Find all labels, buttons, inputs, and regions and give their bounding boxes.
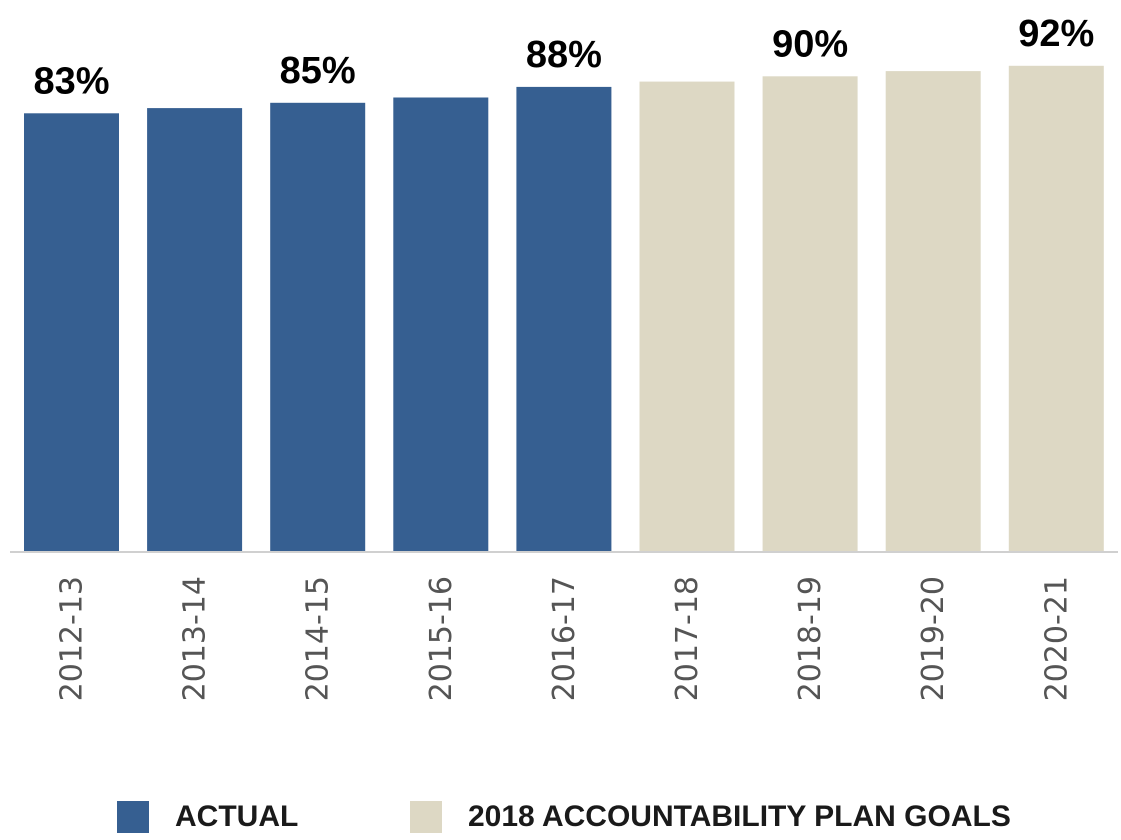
x-tick-labels-group: 2012-13 2013-14 2014-15 2015-16 2016-17 2017-… [55, 576, 1075, 701]
bar-2014-15 [270, 102, 366, 553]
value-labels-group: 83% 85% 88% 90% 92% [33, 13, 1094, 103]
bar-2015-16 [393, 97, 489, 552]
x-tick-2017-18: 2017-18 [670, 576, 705, 701]
x-tick-2012-13: 2012-13 [55, 576, 90, 701]
legend: ACTUAL 2018 ACCOUNTABILITY PLAN GOALS [0, 800, 1121, 840]
legend-item-actual: ACTUAL [117, 800, 298, 834]
data-label-2020-21: 92% [1018, 13, 1094, 55]
legend-swatch-goals [410, 801, 442, 833]
legend-item-goals: 2018 ACCOUNTABILITY PLAN GOALS [410, 800, 1011, 834]
bar-2017-18 [639, 81, 735, 552]
x-tick-2013-14: 2013-14 [178, 576, 213, 701]
x-tick-2019-20: 2019-20 [916, 576, 951, 701]
x-tick-2016-17: 2016-17 [547, 576, 582, 701]
bar-2019-20 [885, 71, 981, 552]
bar-2016-17 [516, 86, 612, 553]
x-tick-2018-19: 2018-19 [793, 576, 828, 701]
bar-2018-19 [762, 76, 858, 553]
data-label-2016-17: 88% [526, 34, 602, 76]
legend-label-goals: 2018 ACCOUNTABILITY PLAN GOALS [468, 800, 1011, 833]
data-label-2014-15: 85% [280, 50, 356, 92]
bar-chart: 83% 85% 88% 90% 92% 2012-13 2013-14 2014-15 201… [10, 13, 1118, 701]
bar-2013-14 [147, 108, 243, 552]
data-label-2012-13: 83% [33, 60, 109, 102]
bars-group [24, 65, 1104, 553]
legend-label-actual: ACTUAL [175, 800, 299, 833]
x-tick-2020-21: 2020-21 [1039, 576, 1074, 701]
data-label-2018-19: 90% [772, 23, 848, 65]
legend-swatch-actual [117, 801, 149, 833]
bar-2020-21 [1008, 65, 1104, 553]
x-tick-2014-15: 2014-15 [301, 576, 336, 701]
bar-2012-13 [24, 113, 119, 553]
x-tick-2015-16: 2015-16 [424, 576, 459, 701]
